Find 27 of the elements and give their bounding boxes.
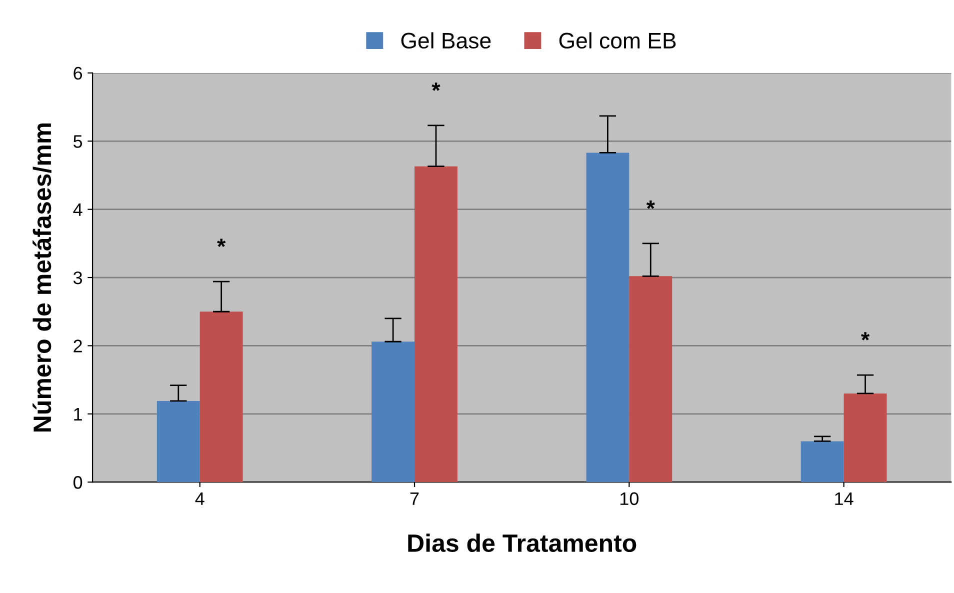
x-axis-title: Dias de Tratamento <box>408 534 636 552</box>
bar <box>844 393 887 482</box>
y-tick-label: 4 <box>73 203 82 216</box>
bar <box>414 166 458 482</box>
bar <box>372 342 415 482</box>
x-tick-label: 7 <box>410 492 419 505</box>
y-tick-label: 5 <box>73 135 82 148</box>
y-tick-label: 0 <box>73 476 82 489</box>
annotation: * <box>432 82 440 91</box>
legend-label: Gel Base <box>401 32 491 49</box>
annotation: * <box>861 332 870 340</box>
annotation: * <box>646 200 655 209</box>
bar <box>800 441 844 482</box>
y-axis-title: Número de metáfases/mm <box>32 123 52 432</box>
legend-label: Gel com EB <box>559 32 676 49</box>
y-tick-label: 3 <box>73 271 82 284</box>
x-tick-label: 14 <box>835 492 854 505</box>
bar <box>629 276 672 482</box>
y-tick-label: 2 <box>74 340 82 352</box>
y-tick-label: 1 <box>74 408 82 420</box>
x-tick-label: 4 <box>195 492 204 505</box>
x-tick-label: 10 <box>620 492 638 506</box>
bar <box>586 152 630 482</box>
annotation: * <box>217 238 226 248</box>
y-tick-label: 6 <box>74 66 82 80</box>
bar <box>156 400 200 482</box>
bar <box>200 312 243 482</box>
